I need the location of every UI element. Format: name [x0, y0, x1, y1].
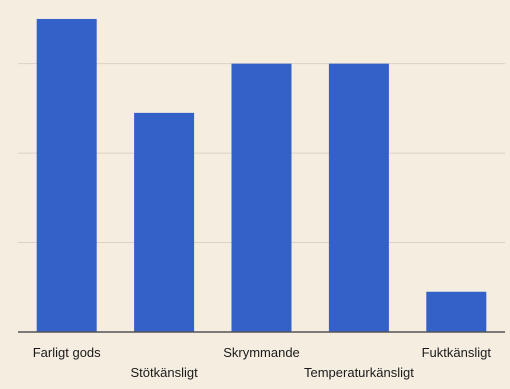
bar-2 [231, 63, 292, 333]
bar-3 [328, 63, 389, 333]
x-tick-label-0: Farligt gods [33, 345, 101, 360]
bar-4 [426, 291, 487, 332]
x-tick-labels: Farligt gods Stötkänsligt Skrymmande Temper… [33, 345, 492, 380]
x-tick-label-3: Temperaturkänsligt [304, 365, 414, 380]
x-tick-label-4: Fuktkänsligt [422, 345, 492, 360]
x-tick-label-1: Stötkänsligt [130, 365, 198, 380]
bar-1 [134, 112, 195, 332]
bars-layer [36, 18, 487, 333]
x-tick-label-2: Skrymmande [223, 345, 300, 360]
bar-0 [36, 18, 97, 332]
